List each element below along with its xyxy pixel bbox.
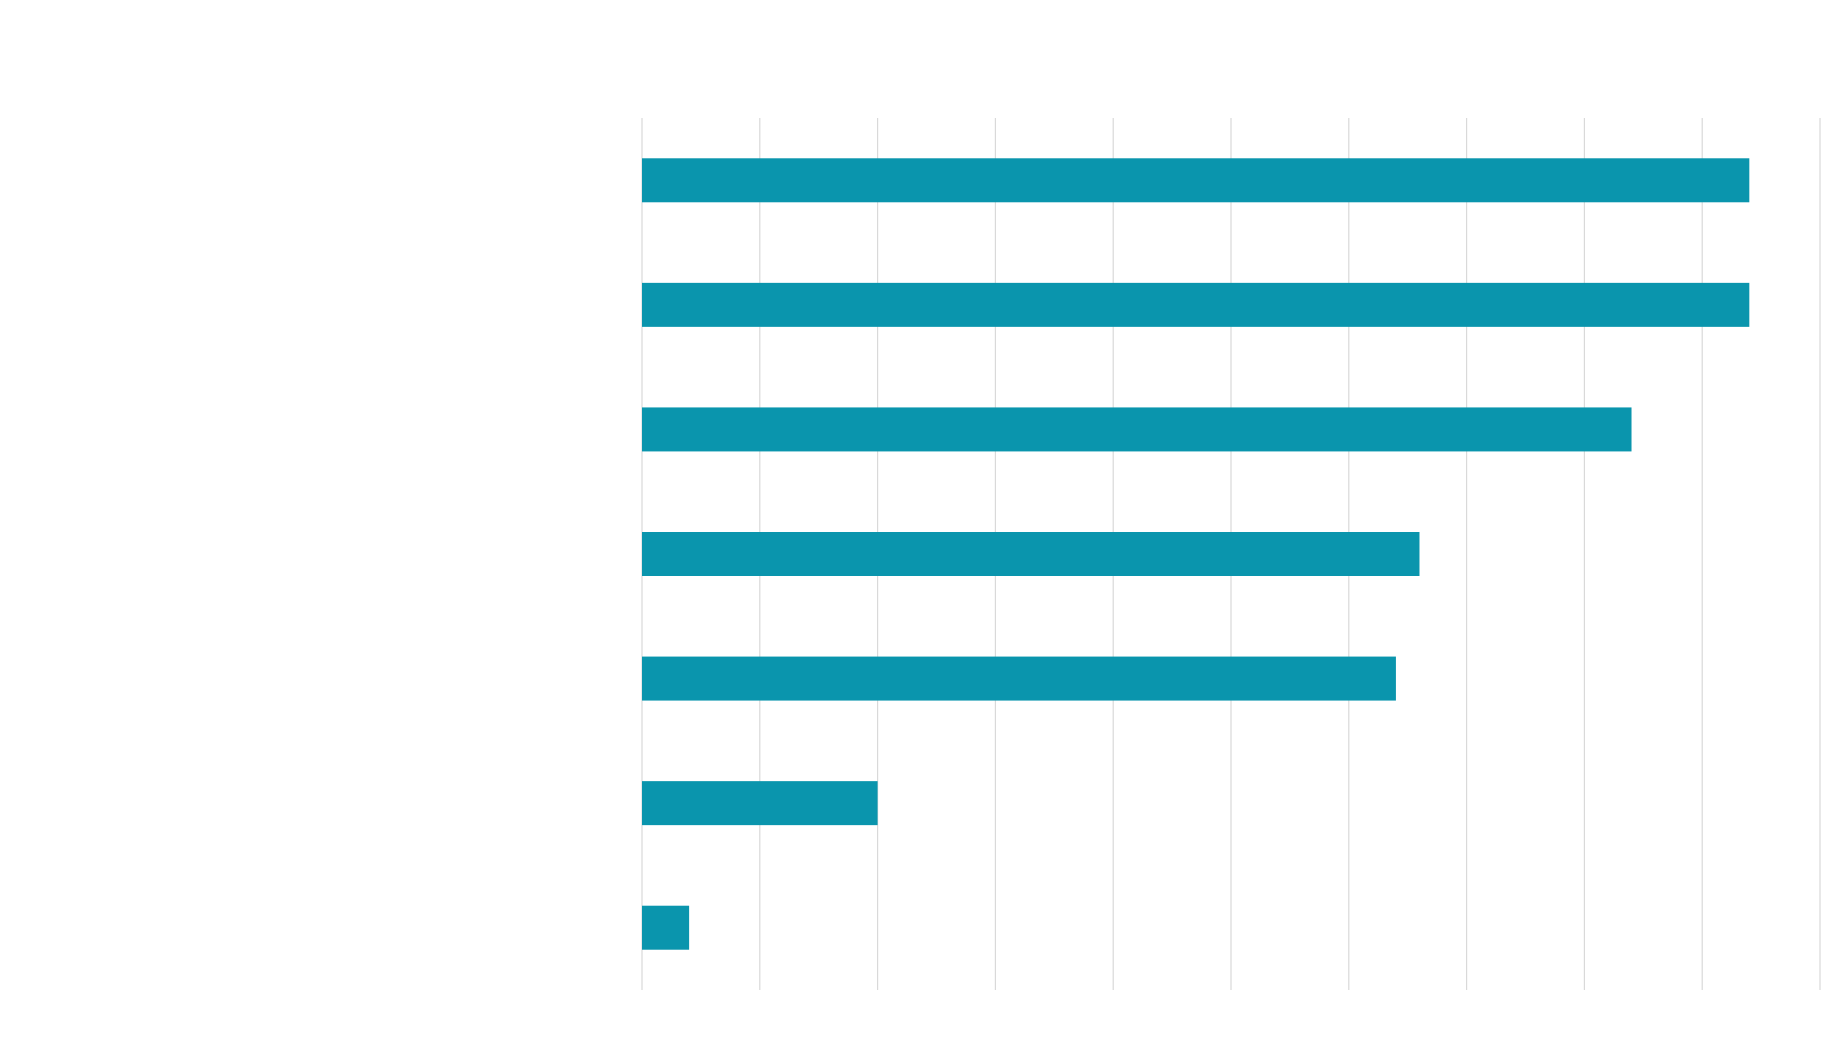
bar: [642, 282, 1750, 327]
bar: [642, 407, 1632, 452]
bar: [642, 781, 878, 826]
bar: [642, 656, 1396, 701]
bar: [642, 905, 690, 950]
bars: [642, 158, 1750, 950]
bar: [642, 158, 1750, 203]
bar: [642, 532, 1420, 576]
